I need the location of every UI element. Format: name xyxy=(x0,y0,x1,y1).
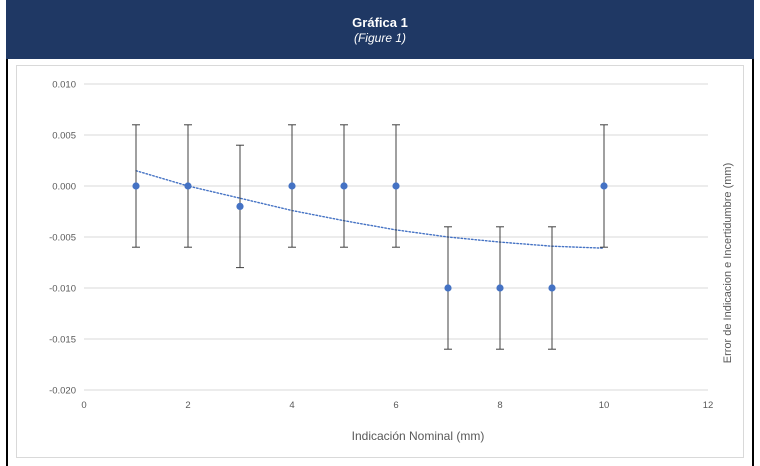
x-tick-label: 10 xyxy=(599,400,610,411)
chart-frame xyxy=(6,59,754,466)
x-axis-tick-labels: 0 2 4 6 8 10 12 xyxy=(81,400,713,411)
trendline xyxy=(135,170,605,249)
data-point xyxy=(340,182,348,190)
x-tick-label: 6 xyxy=(393,400,398,411)
data-point xyxy=(132,182,140,190)
x-tick-label: 2 xyxy=(185,400,190,411)
y-tick-label: 0.010 xyxy=(52,80,76,91)
x-tick-label: 8 xyxy=(497,400,502,411)
y-tick-label: -0.020 xyxy=(49,386,76,397)
y-axis-tick-labels: 0.010 0.005 0.000 -0.005 -0.010 -0.015 -0.020 xyxy=(49,80,76,397)
y-axis-label: Error de Indicacion e Incertidumbre (mm) xyxy=(722,163,734,364)
data-point xyxy=(548,284,556,292)
chart-subtitle: (Figure 1) xyxy=(353,31,406,45)
x-tick-label: 4 xyxy=(289,400,294,411)
y-tick-label: 0.000 xyxy=(52,182,76,193)
y-tick-label: -0.015 xyxy=(49,335,76,346)
chart-header: Gráfica 1 (Figure 1) xyxy=(6,0,754,59)
data-point xyxy=(444,284,452,292)
data-point xyxy=(236,202,244,210)
chart-area xyxy=(16,65,744,458)
x-tick-label: 0 xyxy=(81,400,86,411)
trendline-layer xyxy=(135,170,605,249)
data-point xyxy=(288,182,296,190)
data-point xyxy=(600,182,608,190)
data-points xyxy=(132,182,608,292)
y-tick-label: -0.010 xyxy=(49,284,76,295)
data-point xyxy=(392,182,400,190)
data-point xyxy=(184,182,192,190)
y-tick-label: -0.005 xyxy=(49,233,76,244)
data-point xyxy=(496,284,504,292)
x-axis-label: Indicación Nominal (mm) xyxy=(352,429,485,443)
x-tick-label: 12 xyxy=(703,400,714,411)
chart-title: Gráfica 1 xyxy=(352,15,408,30)
y-tick-label: 0.005 xyxy=(52,131,76,142)
